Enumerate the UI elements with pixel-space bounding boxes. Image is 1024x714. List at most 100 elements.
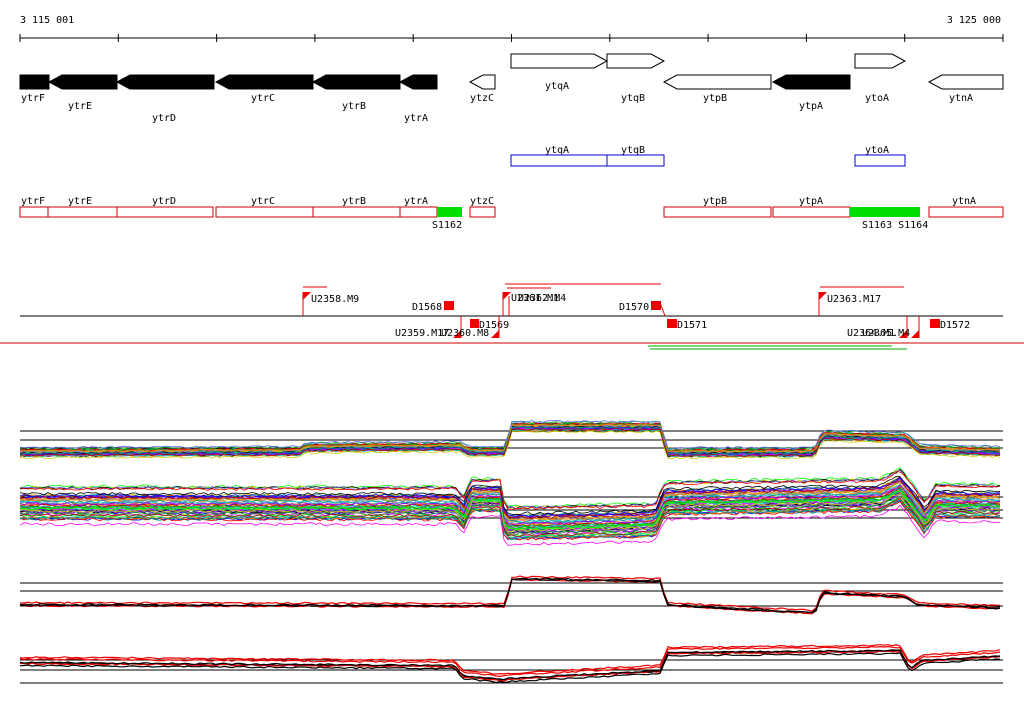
blue-box-ytqA[interactable]: ytqA [510, 145, 608, 167]
feature-D1569[interactable]: D1569 [470, 319, 509, 331]
red-box-ytpA[interactable]: ytpA [772, 196, 851, 218]
gene-ytrD[interactable]: ytrD [115, 74, 215, 124]
profile-line [19, 430, 1001, 460]
red-box-ytpB[interactable]: ytpB [663, 196, 772, 218]
blue-label-ytqB: ytqB [621, 145, 645, 156]
gene-label-ytrA: ytrA [404, 113, 428, 124]
profile-line [19, 645, 1001, 678]
gene-label-ytpB: ytpB [703, 93, 727, 104]
green-label-S1163-S1164: S1163 S1164 [862, 220, 928, 231]
feature-U2361-M1[interactable]: U2361.M1 [502, 292, 559, 316]
gene-ytzC[interactable]: ytzC [468, 74, 496, 104]
red-box-ytrE[interactable]: ytrE [47, 196, 118, 218]
feature-label-U2358-M9: U2358.M9 [311, 294, 359, 305]
feature-U2364-M1[interactable]: U2364.M1 [847, 316, 908, 339]
gene-ytrE[interactable]: ytrE [47, 74, 118, 112]
profile-line [19, 501, 1001, 541]
profile-line [19, 487, 1001, 529]
feature-D1572[interactable]: D1572 [930, 319, 970, 331]
green-box-S1163-S1164[interactable]: S1163 S1164 [850, 207, 928, 231]
profile-line [19, 423, 1001, 453]
gene-ytpB[interactable]: ytpB [662, 74, 772, 104]
gene-label-ytpA: ytpA [799, 101, 823, 112]
red-label-ytrB: ytrB [342, 196, 366, 207]
profile-line [19, 475, 1001, 516]
feature-U2363-M17[interactable]: U2363.M17 [818, 292, 881, 316]
profile-line [19, 504, 1001, 546]
blue-box-ytqB[interactable]: ytqB [606, 145, 665, 167]
profile-line [19, 499, 1001, 540]
red-label-ytrE: ytrE [68, 196, 92, 207]
red-label-ytnA: ytnA [952, 196, 976, 207]
gene-ytrB[interactable]: ytrB [311, 74, 401, 112]
profile-line [19, 480, 1001, 519]
gene-ytpA[interactable]: ytpA [771, 74, 851, 112]
profile-line [19, 484, 1001, 526]
red-box-ytnA[interactable]: ytnA [928, 196, 1004, 218]
gene-label-ytrB: ytrB [342, 101, 366, 112]
profile-line [19, 492, 1001, 534]
feature-label-U2364-M1: U2364.M1 [847, 328, 895, 339]
feature-U2365-M4[interactable]: U2365.M4 [862, 316, 920, 339]
gene-label-ytrF: ytrF [21, 93, 45, 104]
red-label-ytrC: ytrC [251, 196, 275, 207]
feature-label-D1570: D1570 [619, 302, 649, 313]
profile-line [19, 470, 1001, 511]
feature-U2362-M4[interactable]: U2362.M4 [508, 293, 566, 316]
gene-ytqA[interactable]: ytqA [510, 53, 609, 92]
profile-line [19, 649, 1001, 681]
gene-label-ytrC: ytrC [251, 93, 275, 104]
profile-line [19, 495, 1001, 536]
gene-ytrC[interactable]: ytrC [214, 74, 314, 104]
red-box-ytrC[interactable]: ytrC [215, 196, 314, 218]
gene-arrow-track: ytrF ytrE ytrD ytrC ytrB ytrA ytzC ytqA [19, 53, 1004, 124]
profile-line [19, 428, 1000, 457]
gene-ytoA[interactable]: ytoA [854, 53, 907, 104]
blue-box-ytoA[interactable]: ytoA [854, 145, 906, 167]
red-box-ytzC[interactable]: ytzC [469, 196, 496, 218]
gene-ytrF[interactable]: ytrF [19, 74, 50, 104]
profile-line [20, 492, 1001, 533]
profile-line [19, 490, 1001, 530]
expression-panel-3 [19, 575, 1003, 615]
blue-annotation-track: ytqA ytqB ytoA [510, 145, 906, 167]
red-box-ytrB[interactable]: ytrB [312, 196, 401, 218]
gene-label-ytrE: ytrE [68, 101, 92, 112]
expression-panel-4 [19, 644, 1003, 684]
profile-line [19, 470, 1001, 510]
green-box-S1162[interactable]: S1162 [432, 207, 462, 231]
feature-D1570[interactable]: D1570 [619, 301, 666, 317]
feature-U2360-M8[interactable]: U2360.M8 [441, 316, 500, 339]
feature-D1568[interactable]: D1568 [412, 301, 454, 313]
red-label-ytpB: ytpB [703, 196, 727, 207]
feature-D1571[interactable]: D1571 [667, 319, 707, 331]
feature-label-U2360-M8: U2360.M8 [441, 328, 489, 339]
gene-ytqB[interactable]: ytqB [606, 53, 666, 104]
expression-panel-2 [19, 467, 1003, 546]
feature-label-U2362-M4: U2362.M4 [518, 293, 566, 304]
red-box-ytrA[interactable]: ytrA [399, 196, 438, 218]
feature-U2358-M9[interactable]: U2358.M9 [302, 292, 359, 316]
red-label-ytzC: ytzC [470, 196, 494, 207]
red-label-ytrA: ytrA [404, 196, 428, 207]
ruler-start-label: 3 115 001 [20, 15, 74, 26]
gene-label-ytrD: ytrD [152, 113, 176, 124]
feature-U2359-M17[interactable]: U2359.M17 [395, 316, 462, 339]
profile-line [19, 650, 1001, 682]
red-box-ytrD[interactable]: ytrD [116, 196, 214, 218]
red-label-ytrF: ytrF [21, 196, 45, 207]
position-ruler: 3 115 001 3 125 000 [19, 15, 1004, 42]
feature-label-U2365-M4: U2365.M4 [862, 328, 910, 339]
gene-ytrA[interactable]: ytrA [398, 74, 438, 124]
profile-line [20, 578, 1001, 614]
profile-line [19, 497, 1001, 537]
red-box-ytrF[interactable]: ytrF [19, 196, 49, 218]
gene-label-ytnA: ytnA [949, 93, 973, 104]
gene-ytnA[interactable]: ytnA [927, 74, 1004, 104]
ruler-end-label: 3 125 000 [947, 15, 1001, 26]
feature-track: U2358.M9 U2361.M1 U2362.M4 U2363.M17 D15… [0, 283, 1024, 350]
feature-label-D1572: D1572 [940, 320, 970, 331]
gene-label-ytzC: ytzC [470, 93, 494, 104]
profile-line [19, 480, 1001, 521]
